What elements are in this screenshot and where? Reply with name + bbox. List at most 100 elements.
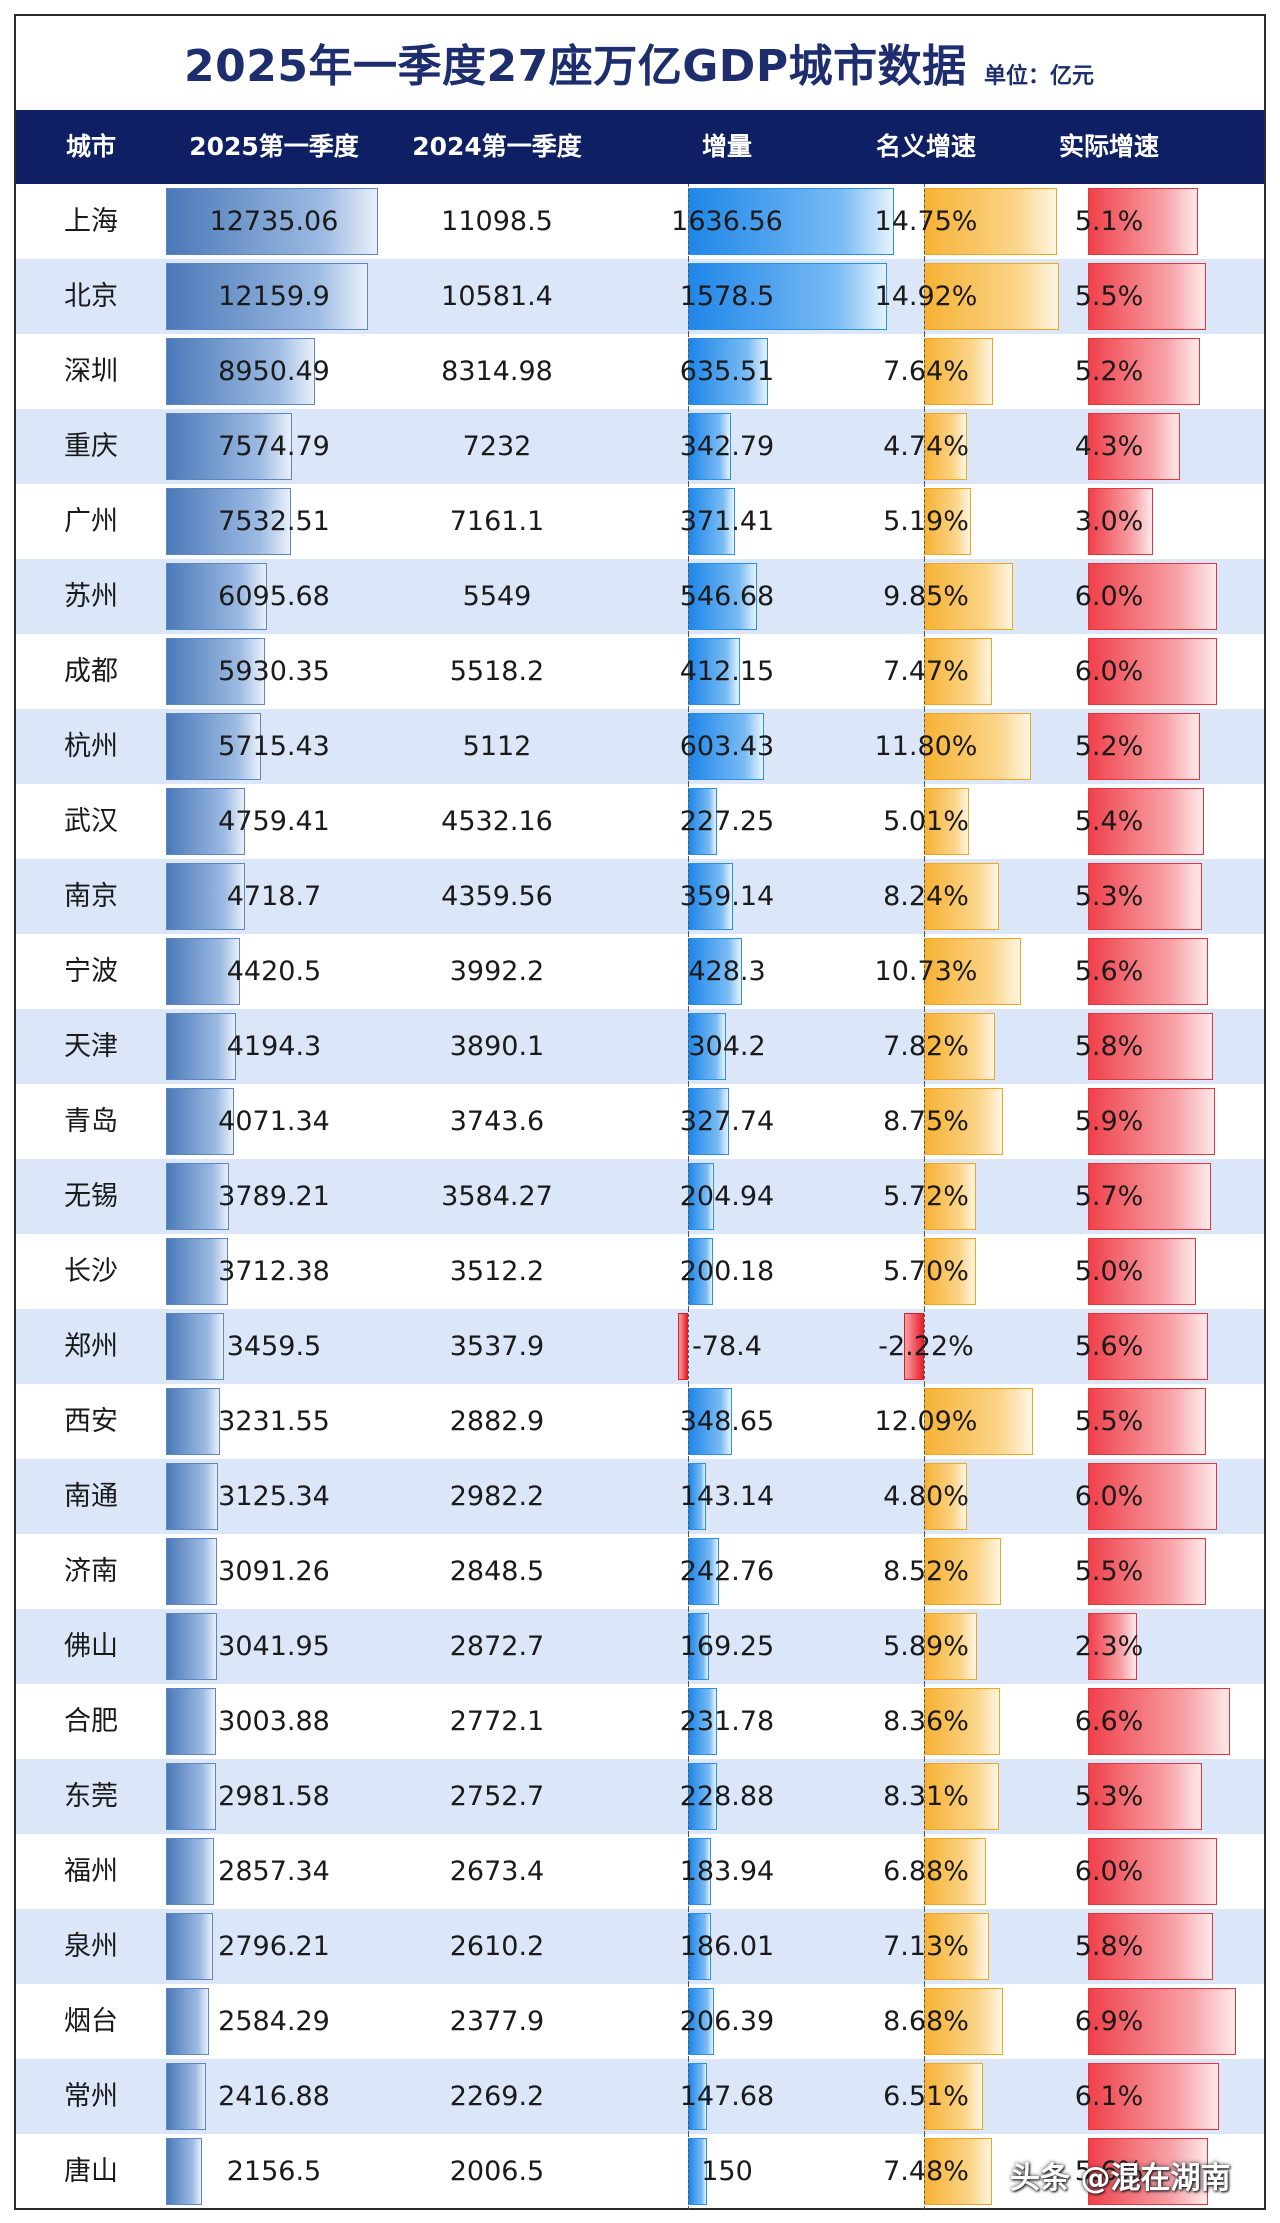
- cell-city-text: 济南: [64, 1556, 118, 1587]
- table-row: 东莞 2981.58 2752.7 228.88 8.31% 5.3%: [16, 1759, 1264, 1834]
- cell-city-text: 烟台: [64, 2006, 118, 2037]
- cell-city-text: 深圳: [64, 356, 118, 387]
- cell-real-growth: 2.3%: [1010, 1609, 1208, 1684]
- table-row: 武汉 4759.41 4532.16 227.25 5.01% 5.4%: [16, 784, 1264, 859]
- cell-gdp-2024-text: 4359.56: [441, 881, 553, 912]
- cell-real-growth-text: 5.2%: [1074, 356, 1144, 387]
- cell-nominal-growth-text: 12.09%: [874, 1406, 978, 1437]
- cell-city-text: 成都: [64, 656, 118, 687]
- cell-nominal-growth-text: 4.74%: [883, 431, 969, 462]
- cell-nominal-growth-text: 8.75%: [883, 1106, 969, 1137]
- cell-nominal-growth-text: -2.22%: [878, 1331, 974, 1362]
- nominal-zero-axis: [924, 1534, 925, 1609]
- cell-gdp-2024-text: 3537.9: [449, 1331, 545, 1362]
- cell-real-growth-text: 5.5%: [1074, 1406, 1144, 1437]
- cell-real-growth: 5.4%: [1010, 784, 1208, 859]
- cell-gdp-2024: 2872.7: [382, 1609, 612, 1684]
- increase-zero-axis: [688, 1159, 689, 1234]
- cell-increase-text: 242.76: [679, 1556, 775, 1587]
- cell-city-text: 常州: [64, 2081, 118, 2112]
- cell-nominal-growth-text: 7.13%: [883, 1931, 969, 1962]
- cell-increase: 147.68: [612, 2059, 842, 2134]
- increase-zero-axis: [688, 784, 689, 859]
- cell-city: 南通: [16, 1459, 166, 1534]
- cell-increase: 342.79: [612, 409, 842, 484]
- cell-gdp-2025: 2584.29: [166, 1984, 382, 2059]
- increase-bar: [688, 1988, 714, 2055]
- cell-increase-text: 147.68: [679, 2081, 775, 2112]
- table-row: 常州 2416.88 2269.2 147.68 6.51% 6.1%: [16, 2059, 1264, 2134]
- cell-city: 北京: [16, 259, 166, 334]
- cell-increase-text: 186.01: [679, 1931, 775, 1962]
- cell-nominal-growth-text: 5.72%: [883, 1181, 969, 1212]
- cell-increase: 200.18: [612, 1234, 842, 1309]
- cell-gdp-2024: 5518.2: [382, 634, 612, 709]
- cell-nominal-growth-text: 8.36%: [883, 1706, 969, 1737]
- cell-nominal-growth-text: 5.19%: [883, 506, 969, 537]
- real-growth-bar: [1088, 713, 1200, 780]
- cell-nominal-growth: 8.75%: [842, 1084, 1010, 1159]
- cell-gdp-2025: 3459.5: [166, 1309, 382, 1384]
- cell-nominal-growth-text: 9.85%: [883, 581, 969, 612]
- nominal-growth-bar: [924, 1838, 987, 1905]
- nominal-growth-bar: [924, 263, 1060, 330]
- cell-real-growth: 6.0%: [1010, 1834, 1208, 1909]
- real-growth-bar: [1088, 2063, 1220, 2130]
- cell-city-text: 青岛: [64, 1106, 118, 1137]
- gdp-2025-bar: [166, 863, 245, 930]
- cell-increase: 412.15: [612, 634, 842, 709]
- cell-increase-text: -78.4: [692, 1331, 762, 1362]
- cell-real-growth-text: 5.5%: [1074, 1556, 1144, 1587]
- real-growth-bar: [1088, 1988, 1237, 2055]
- increase-zero-axis: [688, 1084, 689, 1159]
- nominal-growth-bar: [924, 638, 992, 705]
- real-growth-bar: [1088, 488, 1153, 555]
- cell-gdp-2024: 2377.9: [382, 1984, 612, 2059]
- cell-real-growth: 5.8%: [1010, 1909, 1208, 1984]
- real-growth-bar: [1088, 638, 1217, 705]
- cell-nominal-growth: -2.22%: [842, 1309, 1010, 1384]
- cell-real-growth: 6.0%: [1010, 634, 1208, 709]
- cell-real-growth: 6.6%: [1010, 1684, 1208, 1759]
- cell-increase-text: 200.18: [679, 1256, 775, 1287]
- cell-nominal-growth: 5.70%: [842, 1234, 1010, 1309]
- cell-increase-text: 204.94: [679, 1181, 775, 1212]
- cell-increase: 327.74: [612, 1084, 842, 1159]
- cell-gdp-2025-text: 3231.55: [218, 1406, 330, 1437]
- cell-gdp-2024: 11098.5: [382, 184, 612, 259]
- nominal-zero-axis: [924, 334, 925, 409]
- header-real-growth: 实际增速: [1058, 132, 1159, 161]
- increase-bar: [688, 863, 734, 930]
- cell-real-growth-text: 6.0%: [1074, 1856, 1144, 1887]
- cell-increase-text: 348.65: [679, 1406, 775, 1437]
- cell-gdp-2024: 8314.98: [382, 334, 612, 409]
- cell-city: 上海: [16, 184, 166, 259]
- cell-city: 成都: [16, 634, 166, 709]
- cell-gdp-2025-text: 4194.3: [226, 1031, 322, 1062]
- nominal-zero-axis: [924, 634, 925, 709]
- real-growth-bar: [1088, 563, 1217, 630]
- cell-real-growth: 5.5%: [1010, 1534, 1208, 1609]
- cell-increase-text: 169.25: [679, 1631, 775, 1662]
- cell-increase: 359.14: [612, 859, 842, 934]
- cell-gdp-2025: 3003.88: [166, 1684, 382, 1759]
- real-growth-bar: [1088, 263, 1207, 330]
- nominal-zero-axis: [924, 1909, 925, 1984]
- increase-bar: [688, 1763, 717, 1830]
- cell-nominal-growth-text: 4.80%: [883, 1481, 969, 1512]
- gdp-2025-bar: [166, 188, 378, 255]
- cell-nominal-growth-text: 7.48%: [883, 2156, 969, 2187]
- cell-city-text: 西安: [64, 1406, 118, 1437]
- cell-increase-text: 228.88: [679, 1781, 775, 1812]
- cell-real-growth-text: 6.6%: [1074, 1706, 1144, 1737]
- gdp-2025-bar: [166, 2138, 202, 2205]
- increase-zero-axis: [688, 409, 689, 484]
- cell-gdp-2025: 7532.51: [166, 484, 382, 559]
- cell-increase-text: 546.68: [679, 581, 775, 612]
- header-increase: 增量: [701, 132, 752, 161]
- cell-gdp-2025: 6095.68: [166, 559, 382, 634]
- increase-bar-negative: [678, 1313, 688, 1380]
- cell-city-text: 苏州: [64, 581, 118, 612]
- cell-gdp-2024-text: 3890.1: [449, 1031, 545, 1062]
- increase-zero-axis: [688, 2059, 689, 2134]
